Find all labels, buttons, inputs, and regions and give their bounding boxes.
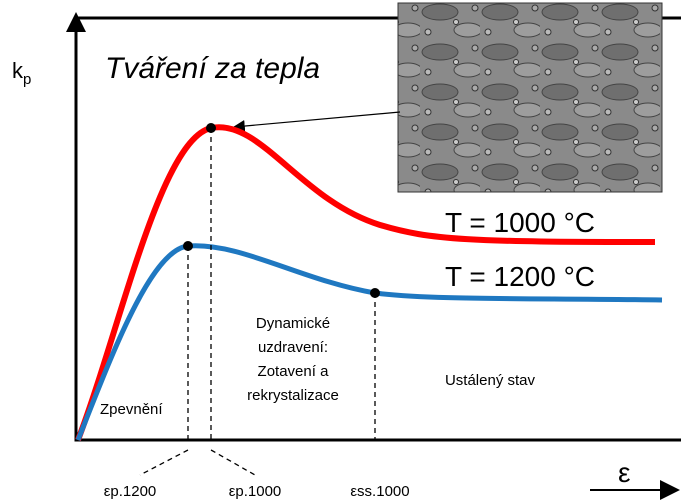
peak-point xyxy=(206,123,216,133)
peak-point xyxy=(183,241,193,251)
region-line: rekrystalizace xyxy=(247,387,339,404)
steady-point xyxy=(370,288,380,298)
region-line: Dynamické xyxy=(256,315,330,332)
y-axis-label: kp xyxy=(12,58,31,88)
region-line: uzdravení: xyxy=(258,339,328,356)
region-line: Zotavení a xyxy=(258,363,330,380)
strain-label: εss.1000 xyxy=(350,483,409,500)
x-axis-label: ε xyxy=(618,457,630,488)
region-label: Zpevnění xyxy=(100,401,163,418)
curve-1000 xyxy=(75,124,656,442)
micrograph xyxy=(397,2,663,193)
guide-lines xyxy=(139,128,376,476)
curve-label: T = 1000 °C xyxy=(445,207,595,238)
strain-label: εp.1000 xyxy=(229,483,282,500)
pointer-arrow xyxy=(232,111,401,133)
curve-1200 xyxy=(75,243,663,441)
region-label: Ustálený stav xyxy=(445,372,536,389)
title: Tváření za tepla xyxy=(105,52,320,85)
region-label: Dynamické uzdravení: Zotavení a rekrysta… xyxy=(247,315,339,404)
strain-label: εp.1200 xyxy=(104,483,157,500)
curve-label: T = 1200 °C xyxy=(445,261,595,292)
